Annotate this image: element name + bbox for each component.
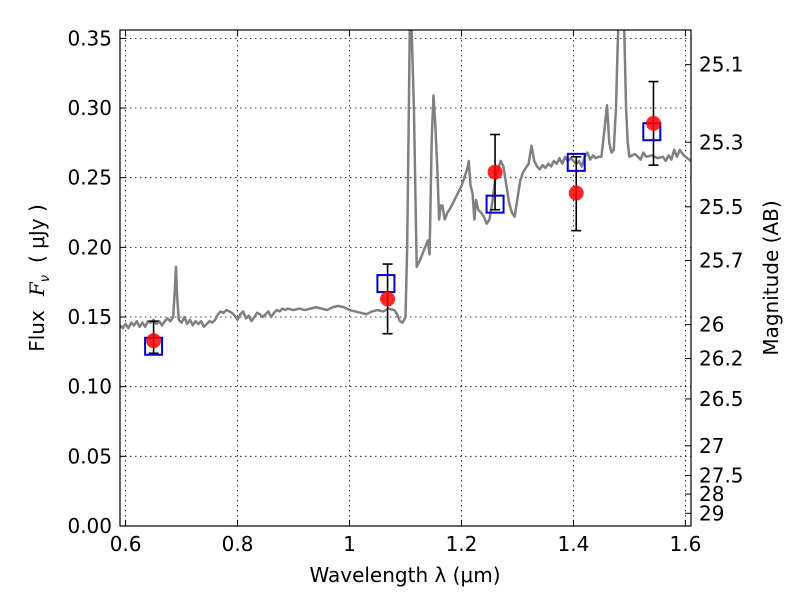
mag-tick-label: 26.5 (699, 387, 744, 411)
observed-photometry-point (487, 164, 503, 180)
mag-tick-label: 25.5 (699, 195, 744, 219)
x-axis-label: Wavelength λ (μm) (309, 563, 500, 587)
observed-photometry-point (146, 333, 162, 349)
y-tick-label: 0.05 (67, 444, 112, 468)
mag-tick-label: 28 (699, 482, 724, 506)
y-tick-label: 0.10 (67, 375, 112, 399)
mag-tick-label: 25.3 (699, 130, 744, 154)
x-tick-label: 1.6 (669, 532, 701, 556)
mag-tick-label: 25.1 (699, 53, 744, 77)
x-tick-label: 0.6 (110, 532, 142, 556)
mag-tick-label: 29 (699, 501, 724, 525)
x-tick-label: 1 (343, 532, 356, 556)
y-tick-label: 0.25 (67, 166, 112, 190)
y-axis-label-right: Magnitude (AB) (759, 200, 783, 355)
y-axis-label-prefix: Flux (25, 310, 49, 352)
y-tick-label: 0.00 (67, 514, 112, 538)
mag-tick-label: 25.7 (699, 249, 744, 273)
x-tick-label: 0.8 (222, 532, 254, 556)
spectrum-line (120, 30, 691, 330)
y-tick-label: 0.15 (67, 305, 112, 329)
mag-tick-label: 27.5 (699, 463, 744, 487)
mag-tick-label: 26 (699, 313, 724, 337)
y-tick-label: 0.30 (67, 96, 112, 120)
y-tick-label: 0.20 (67, 235, 112, 259)
observed-photometry-point (568, 185, 584, 201)
x-tick-label: 1.2 (446, 532, 478, 556)
model-photometry-square (485, 194, 505, 214)
model-photometry-square (566, 152, 586, 172)
data-layer (120, 30, 691, 330)
plot-frame (119, 29, 692, 527)
y-axis-label-symbol-sub: ν (38, 275, 53, 282)
x-tick-label: 1.4 (558, 532, 590, 556)
marker-layer (144, 80, 662, 356)
y-axis-label-symbol: F (25, 281, 49, 297)
observed-photometry-point (645, 115, 661, 131)
y-axis-label-left: Flux Fν ( μJy ) (25, 204, 53, 352)
y-tick-label: 0.35 (67, 26, 112, 50)
observed-photometry-point (380, 291, 396, 307)
ticks: 0.6 0.8 1 1.2 1.4 1.6 0.00 0.05 0.10 0.15 0.20 0.25… (67, 26, 743, 556)
y-axis-label-unit: ( μJy ) (25, 204, 49, 263)
mag-tick-label: 26.2 (699, 346, 744, 370)
mag-tick-label: 27 (699, 434, 724, 458)
